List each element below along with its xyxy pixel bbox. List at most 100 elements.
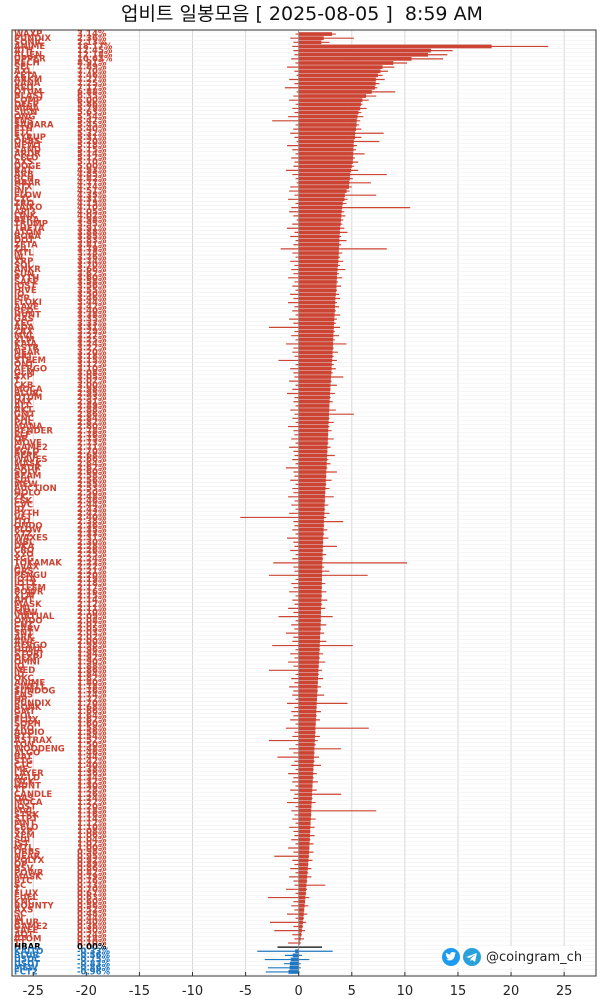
- bar-label: STRK: [14, 811, 39, 821]
- value-label: 2.82%: [77, 418, 107, 428]
- value-label: 1.36%: [77, 769, 107, 779]
- bar: [298, 606, 322, 611]
- bar: [298, 841, 310, 846]
- bar: [298, 313, 335, 317]
- bar-label: PUNDIX: [14, 699, 51, 709]
- value-label: 2.16%: [77, 587, 107, 597]
- bar: [298, 701, 317, 706]
- bar-label: PENGU: [14, 571, 47, 581]
- bar: [298, 201, 343, 206]
- bar-label: FLOW: [14, 191, 42, 201]
- watermark-handle: @coingram_ch: [486, 949, 583, 965]
- value-label: 0.63%: [77, 893, 107, 903]
- bar: [298, 668, 319, 673]
- bar-label: GAME2: [14, 922, 48, 932]
- value-label: 2.02%: [77, 633, 107, 643]
- bar: [298, 780, 313, 784]
- value-label: 1.52%: [77, 736, 107, 746]
- value-label: 2.43%: [77, 505, 107, 515]
- bar: [298, 457, 327, 462]
- bar: [298, 73, 378, 78]
- bar-label: IQ: [14, 290, 24, 300]
- value-label: 3.27%: [77, 331, 107, 341]
- bar: [289, 961, 299, 966]
- value-label: 2.00%: [77, 637, 107, 647]
- bar-label: EGLD: [14, 447, 39, 457]
- bar: [298, 821, 311, 826]
- bar: [298, 697, 317, 702]
- bar-label: ANKR: [14, 265, 41, 275]
- bar-label: BORA: [14, 232, 41, 242]
- bar: [298, 44, 492, 49]
- bar-label: KNC: [14, 897, 34, 907]
- value-label: 3.42%: [77, 302, 107, 312]
- bar-label: W: [14, 914, 24, 924]
- bar-label: ARB: [14, 170, 34, 180]
- bar: [298, 738, 315, 743]
- value-label: 2.21%: [77, 567, 107, 577]
- bar-label: MEW: [14, 963, 38, 973]
- bar: [298, 870, 308, 875]
- bar-label: ZRO: [14, 724, 34, 734]
- bar: [298, 664, 319, 669]
- bar: [298, 461, 327, 466]
- bar: [298, 763, 314, 768]
- value-label: 3.14%: [77, 30, 107, 40]
- bar: [298, 156, 354, 160]
- value-label: 6.00%: [77, 96, 107, 106]
- value-label: 0.92%: [77, 856, 107, 866]
- bar-label: AXL: [14, 67, 33, 77]
- bar-label: XLM: [14, 335, 34, 345]
- bar-label: ATOM: [14, 228, 41, 238]
- bar: [298, 643, 320, 648]
- x-tick-label: -5: [239, 984, 252, 999]
- bar-label: IQ: [14, 662, 24, 672]
- value-label: 3.10%: [77, 364, 107, 374]
- value-label: 2.68%: [77, 451, 107, 461]
- value-label: 1.46%: [77, 749, 107, 759]
- bar-label: ZETA: [14, 71, 38, 81]
- value-label: 3.79%: [77, 245, 107, 255]
- value-label: 2.19%: [77, 575, 107, 585]
- value-label: 1.44%: [77, 753, 107, 763]
- value-label: 7.27%: [77, 75, 107, 85]
- bar: [298, 899, 306, 904]
- bar-label: POWR: [14, 587, 44, 597]
- bar-label: MASK: [14, 459, 42, 469]
- value-label: 0.24%: [77, 930, 107, 940]
- bar-label: WAXP: [14, 30, 42, 40]
- value-label: 2.30%: [77, 538, 107, 548]
- bar-label: UPPER: [14, 54, 46, 64]
- value-label: 2.25%: [77, 550, 107, 560]
- bar: [298, 759, 314, 764]
- bar: [298, 251, 339, 255]
- bar: [298, 486, 326, 491]
- bar-label: CVC: [14, 501, 33, 511]
- value-label: 1.74%: [77, 691, 107, 701]
- value-label: 3.31%: [77, 323, 107, 333]
- bar: [298, 813, 312, 817]
- value-label: 3.83%: [77, 236, 107, 246]
- bar: [298, 375, 332, 379]
- x-axis: -25 -20 -15 -10 -5 0 5 10 15 20 25: [11, 29, 597, 999]
- bar: [298, 32, 333, 36]
- bar: [298, 573, 323, 578]
- bar-label: NEWT: [14, 141, 42, 151]
- bar-label: CELO: [14, 154, 38, 164]
- bar-label: ALIEN: [14, 50, 42, 60]
- bar: [298, 846, 310, 850]
- bar-label: CELO: [14, 823, 38, 833]
- telegram-icon: [463, 948, 481, 966]
- bar-label: AWE: [14, 637, 36, 647]
- bar: [298, 585, 322, 590]
- bar: [298, 309, 335, 313]
- value-label: 4.74%: [77, 183, 107, 193]
- bar-label: BSV: [14, 864, 34, 874]
- bar-label: INJ: [14, 187, 27, 197]
- value-label: 2.62%: [77, 463, 107, 473]
- value-label: 1.34%: [77, 773, 107, 783]
- x-tick-label: -20: [76, 984, 97, 999]
- bar-label: IOTX: [14, 579, 37, 589]
- value-label: 2.64%: [77, 459, 107, 469]
- value-label: 2.66%: [77, 455, 107, 465]
